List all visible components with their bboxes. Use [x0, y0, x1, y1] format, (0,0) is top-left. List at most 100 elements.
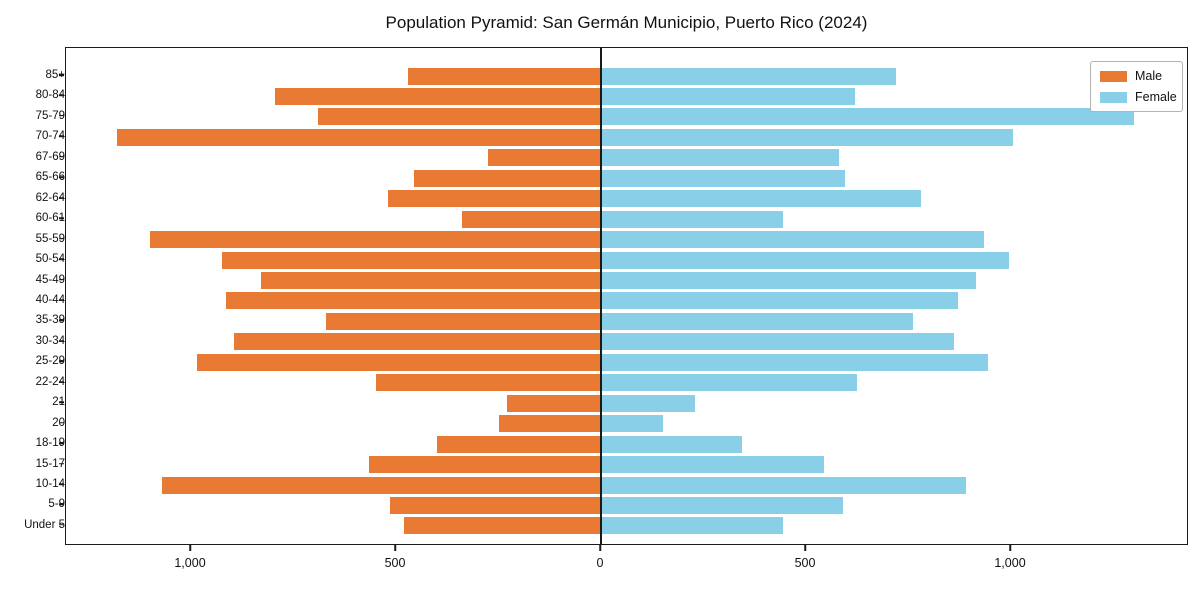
y-tick-label-65-66: 65-66 [35, 171, 65, 184]
y-tick-mark [59, 176, 64, 178]
y-tick-label-under-5: Under 5 [24, 518, 65, 531]
female-swatch-icon [1100, 91, 1127, 103]
y-tick-label-10-14: 10-14 [35, 478, 65, 490]
bar-male-75-79 [318, 108, 601, 126]
y-tick-label-60-61: 60-61 [35, 212, 65, 225]
x-tick-label-0: 1,000 [174, 556, 206, 570]
bar-female-20 [601, 415, 663, 433]
bar-female-85+ [601, 67, 897, 85]
y-tick-label-85+: 85+ [45, 69, 65, 81]
y-tick-mark [59, 258, 64, 260]
bar-female-21 [601, 394, 696, 412]
bar-female-45-49 [601, 272, 977, 289]
y-tick-label-80-84: 80-84 [35, 89, 65, 102]
bar-male-15-17 [369, 456, 601, 474]
bar-male-25-29 [197, 353, 601, 371]
bar-female-10-14 [601, 476, 966, 494]
y-tick-label-50-54: 50-54 [35, 253, 65, 266]
legend-item-female: Female [1100, 90, 1177, 104]
bar-female-18-19 [601, 435, 743, 453]
bar-female-62-64 [601, 190, 921, 208]
y-tick-label-5-9: 5-9 [48, 498, 65, 511]
x-tick-label-4: 1,000 [994, 556, 1026, 570]
bar-female-80-84 [601, 87, 856, 105]
bar-female-40-44 [601, 292, 958, 310]
y-tick-label-15-17: 15-17 [35, 457, 65, 470]
bar-female-35-39 [601, 312, 913, 330]
x-tick-label-1: 500 [384, 556, 406, 570]
bar-female-5-9 [601, 496, 843, 514]
y-tick-label-40-44: 40-44 [35, 293, 65, 306]
bar-male-22-24 [375, 374, 601, 392]
y-tick-label-45-49: 45-49 [35, 273, 65, 286]
bar-male-67-69 [488, 149, 601, 167]
bar-female-50-54 [601, 251, 1009, 269]
bar-male-60-61 [461, 210, 601, 228]
bar-male-62-64 [387, 190, 601, 208]
bar-female-25-29 [601, 353, 989, 371]
y-tick-label-62-64: 62-64 [35, 191, 65, 204]
bar-female-under-5 [601, 517, 784, 535]
y-tick-mark [59, 503, 64, 506]
bar-male-35-39 [326, 312, 601, 330]
x-tick-mark [599, 545, 601, 551]
y-tick-label-70-74: 70-74 [35, 130, 65, 143]
bar-male-55-59 [150, 231, 601, 249]
y-tick-mark [59, 421, 64, 424]
y-tick-mark [59, 442, 64, 444]
y-tick-mark [59, 74, 64, 76]
legend-label-male: Male [1135, 69, 1163, 83]
bar-female-70-74 [601, 128, 1014, 146]
y-tick-mark [59, 524, 64, 526]
bar-female-15-17 [601, 456, 825, 474]
plot-area: Male Female [65, 47, 1188, 545]
x-tick-mark [394, 545, 396, 551]
male-swatch-icon [1100, 70, 1127, 82]
y-tick-label-22-24: 22-24 [35, 375, 65, 388]
bar-male-80-84 [275, 87, 601, 105]
x-tick-mark [804, 545, 806, 551]
bar-female-67-69 [601, 149, 839, 167]
bar-female-75-79 [601, 108, 1134, 126]
y-tick-mark [59, 360, 64, 363]
bar-male-85+ [408, 67, 601, 85]
bar-female-65-66 [601, 169, 845, 187]
y-tick-label-18-19: 18-19 [35, 437, 65, 450]
y-tick-mark [59, 217, 64, 219]
bar-male-20 [498, 415, 601, 433]
y-tick-mark [59, 319, 64, 322]
y-tick-label-55-59: 55-59 [35, 232, 65, 245]
y-tick-label-30-34: 30-34 [35, 334, 65, 347]
bar-male-40-44 [225, 292, 601, 310]
bar-male-45-49 [260, 272, 601, 289]
y-tick-label-20: 20 [52, 417, 65, 429]
bar-male-70-74 [117, 128, 601, 146]
legend-label-female: Female [1135, 90, 1177, 104]
y-tick-mark [59, 340, 64, 342]
y-tick-mark [59, 299, 64, 301]
bar-male-10-14 [162, 476, 601, 494]
bar-male-65-66 [414, 169, 601, 187]
x-tick-label-3: 500 [794, 556, 816, 570]
x-tick-mark [1009, 545, 1011, 551]
y-tick-label-75-79: 75-79 [35, 109, 65, 122]
y-tick-mark [59, 156, 64, 158]
y-tick-mark [59, 94, 64, 97]
y-tick-label-67-69: 67-69 [35, 150, 65, 163]
y-tick-mark [59, 115, 64, 117]
y-tick-mark [59, 196, 64, 199]
x-tick-label-2: 0 [596, 556, 604, 570]
y-tick-mark [59, 483, 64, 485]
zero-axis-line [600, 48, 602, 544]
bar-female-30-34 [601, 333, 954, 351]
y-tick-mark [59, 401, 64, 403]
chart-title: Population Pyramid: San Germán Municipio… [385, 13, 868, 32]
bar-female-22-24 [601, 374, 858, 392]
y-tick-label-35-39: 35-39 [35, 314, 65, 327]
y-tick-mark [59, 462, 64, 465]
y-tick-label-21: 21 [52, 396, 65, 408]
bar-female-60-61 [601, 210, 784, 228]
bar-male-50-54 [221, 251, 601, 269]
bar-male-30-34 [234, 333, 601, 351]
